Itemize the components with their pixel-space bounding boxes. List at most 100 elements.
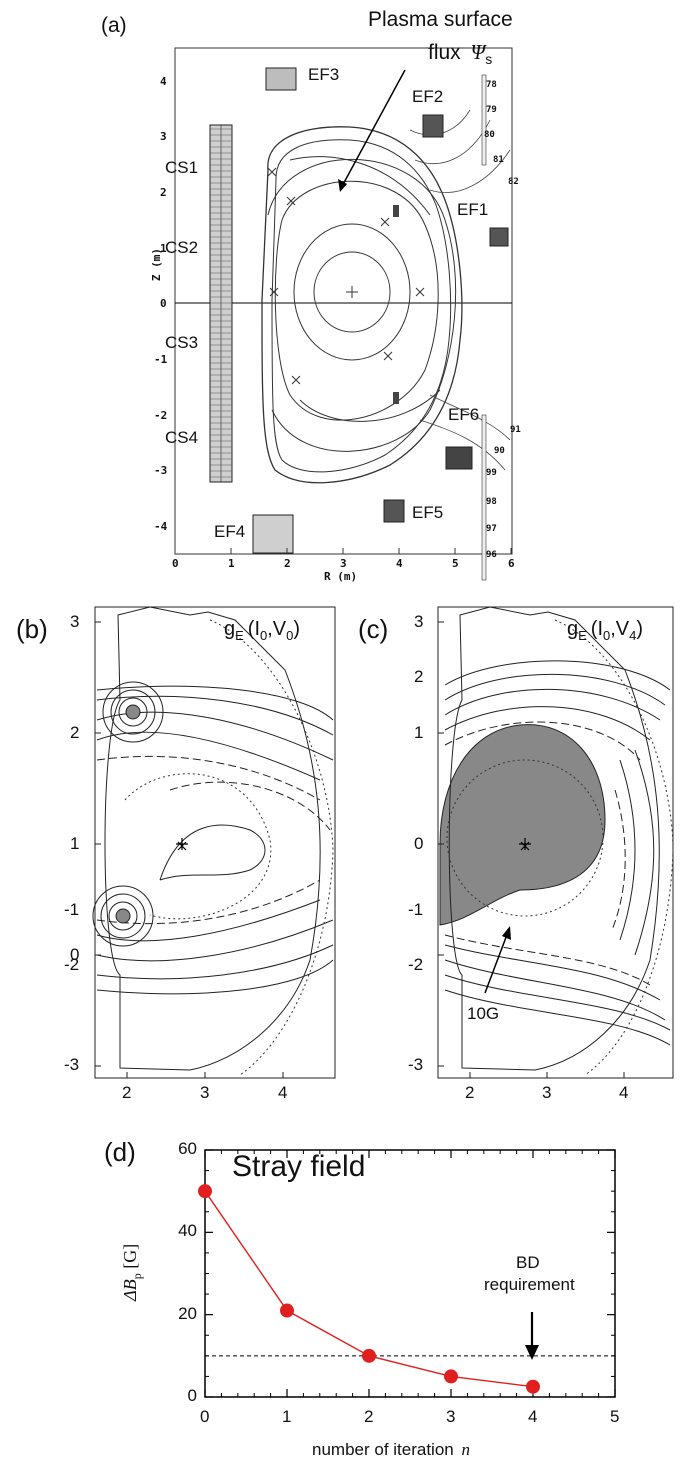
y-tick-a-0: 0 [160, 297, 167, 310]
x-tick-a-5: 5 [452, 557, 459, 570]
panel-b-title-g: g [224, 618, 236, 640]
panel-c-label: (c) [358, 614, 389, 644]
coil-label-ef4: EF4 [214, 522, 246, 541]
panel-b-x-tick: 4 [278, 1083, 288, 1102]
panel-c-x-tick: 4 [619, 1083, 629, 1102]
coil-number: 80 [484, 130, 495, 140]
annotation-psi-symbol: Ψ [470, 40, 486, 64]
data-point [198, 1184, 212, 1199]
coil-number: 90 [494, 446, 505, 456]
annotation-line-1: Plasma surface [368, 8, 513, 31]
panel-c-ticks [438, 621, 625, 1078]
panel-c-vessel [448, 606, 660, 1071]
panel-c-y-tick: 1 [414, 723, 424, 742]
coil-number: 81 [493, 155, 504, 165]
panel-b-close: ) [293, 618, 301, 640]
annotation-line-2: flux Ψs [428, 40, 492, 67]
y-tick-label: 60 [178, 1139, 197, 1158]
x-tick-label: 0 [200, 1407, 210, 1426]
cs-stack-hatch [210, 128, 232, 478]
coil-small-2 [393, 392, 399, 404]
coil-number: 91 [510, 425, 521, 435]
data-point [526, 1379, 540, 1394]
panel-c-dotted-lines [446, 619, 674, 1076]
flux-surfaces [267, 156, 457, 452]
coil-ef2 [422, 114, 444, 138]
annotation-flux-word: flux [428, 41, 461, 64]
panel-c-x-tick: 2 [465, 1083, 475, 1102]
coil-label-ef5: EF5 [412, 503, 444, 522]
panel-b-y-tick: 0 [70, 945, 80, 964]
coil-small-1 [393, 205, 399, 217]
x-tick-a-0: 0 [172, 557, 179, 570]
panel-b-y-tick: 3 [70, 612, 80, 631]
panel-b-frame [94, 606, 336, 1079]
panel-c-y-tick: -1 [408, 900, 424, 919]
panel-d-xlabel-var: n [461, 1440, 470, 1459]
panel-b-coil-upper [125, 704, 141, 720]
panel-d-ylabel-unit: [G] [120, 1243, 141, 1274]
panel-b-arg-sep: ,V [267, 618, 287, 640]
panel-d-ticks [204, 1149, 616, 1398]
x-tick-a-6: 6 [508, 557, 515, 570]
annotation-psi-sub: s [485, 51, 493, 68]
panel-c-title-args: (I [590, 618, 604, 640]
panel-d-ylabel-main: ΔB [120, 1279, 141, 1301]
coil-label-cs2: CS2 [165, 238, 199, 257]
panel-b-arg2-sub: 0 [286, 628, 294, 643]
panel-b-y-tick: -2 [64, 955, 80, 974]
coil-number: 97 [486, 524, 497, 534]
outer-coils-lower-right [481, 414, 487, 581]
coil-label-cs4: CS4 [165, 428, 199, 447]
coil-label-ef6: EF6 [448, 405, 480, 424]
panel-b-title: gE (I0,V0) [224, 618, 300, 643]
coil-label-ef2: EF2 [412, 87, 444, 106]
panel-b-label: (b) [16, 614, 48, 644]
vessel-outer [261, 126, 463, 484]
panel-c-10g-label: 10G [467, 1004, 500, 1023]
surface-flux-arrow [339, 69, 406, 191]
coil-label-cs1: CS1 [165, 158, 199, 177]
panel-b-dotted-lines [124, 619, 334, 1076]
x-axis-label-a: R (m) [324, 570, 358, 583]
panel-c-y-tick: 0 [414, 834, 424, 853]
y-tick-a-m2: -2 [154, 409, 168, 422]
x-tick-label: 4 [528, 1407, 538, 1426]
outer-coils-right [481, 74, 487, 166]
panel-d-title: Stray field [232, 1150, 366, 1183]
surface-flux-arrow-head [338, 179, 347, 192]
pf-coils [252, 67, 509, 581]
panel-c-arrow-head [502, 926, 511, 940]
y-tick-a-3: 3 [160, 130, 167, 143]
panel-c-arrow [484, 931, 509, 994]
coil-ef6 [445, 446, 473, 470]
panel-b-y-tick: 2 [70, 723, 80, 742]
panel-b-ticks [95, 621, 284, 1078]
panel-c-close: ) [636, 618, 644, 640]
x-tick-a-3: 3 [340, 557, 347, 570]
y-tick-label: 0 [187, 1386, 197, 1405]
panel-b-y-tick: -3 [64, 1055, 80, 1074]
panel-c-y-tick: 3 [414, 612, 424, 631]
coil-number: 79 [486, 105, 497, 115]
panel-c-arg1-sub: 0 [603, 628, 611, 643]
y-tick-a-m4: -4 [154, 520, 168, 533]
y-tick-label: 20 [178, 1303, 197, 1323]
coil-ef4 [252, 514, 294, 554]
panel-c-axis-marker [519, 838, 531, 851]
panel-b-y-tick: 1 [70, 834, 80, 853]
coil-number: 99 [486, 468, 497, 478]
panel-b-field-lines [92, 681, 334, 995]
coil-number: 98 [486, 497, 497, 507]
coil-ef5 [383, 499, 405, 523]
panel-a-ticks [174, 548, 512, 554]
panel-b-y-tick: -1 [64, 900, 80, 919]
x-tick-label: 5 [610, 1407, 620, 1426]
coil-number: 96 [486, 550, 497, 560]
y-tick-a-4: 4 [160, 75, 167, 88]
bd-annotation-1: BD [516, 1253, 540, 1272]
vessel-inner [271, 139, 452, 473]
y-tick-a-m1: -1 [154, 353, 168, 366]
